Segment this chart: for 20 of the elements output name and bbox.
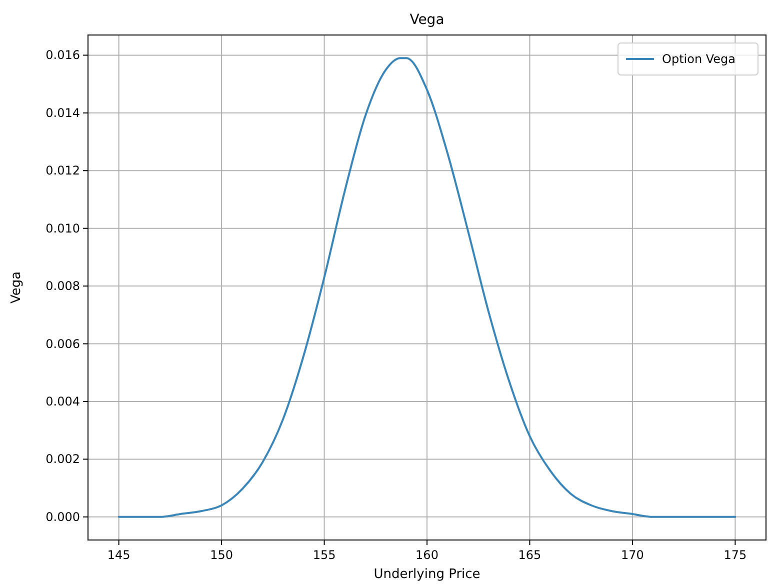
y-axis-title: Vega [9,271,24,304]
x-tick-label: 170 [621,548,644,562]
y-tick-label: 0.000 [46,510,80,524]
y-tick-label: 0.006 [46,336,80,351]
x-tick-label: 175 [724,548,747,562]
legend-label: Option Vega [662,52,736,66]
x-axis-title: Underlying Price [374,567,480,582]
y-tick-label: 0.014 [46,106,80,120]
x-tick-label: 165 [518,548,542,562]
y-tick-label: 0.004 [46,394,80,408]
y-tick-label: 0.010 [46,221,80,236]
chart-title: Vega [410,12,444,28]
x-tick-label: 150 [210,548,233,562]
x-tick-label: 145 [107,548,130,562]
x-tick-label: 160 [416,548,438,562]
y-tick-label: 0.016 [46,48,80,62]
y-tick-label: 0.002 [46,452,80,466]
y-tick-label: 0.008 [46,279,80,294]
x-tick-label: 155 [312,548,336,562]
y-tick-label: 0.012 [46,164,80,178]
